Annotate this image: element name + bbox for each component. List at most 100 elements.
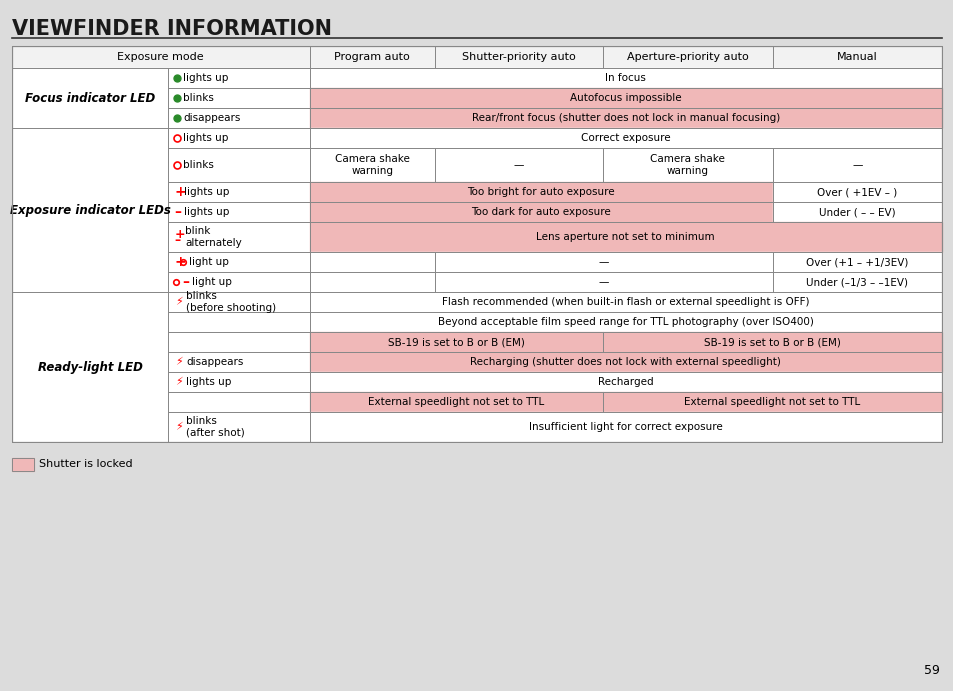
Bar: [310, 372, 941, 392]
Bar: [168, 182, 310, 202]
Text: VIEWFINDER INFORMATION: VIEWFINDER INFORMATION: [12, 19, 332, 39]
Bar: [310, 202, 772, 222]
Text: Flash recommended (when built-in flash or external speedlight is OFF): Flash recommended (when built-in flash o…: [441, 297, 809, 307]
Text: —: —: [513, 160, 523, 170]
Bar: [772, 148, 941, 182]
Bar: [168, 352, 310, 372]
Text: lights up: lights up: [183, 73, 229, 83]
Text: Correct exposure: Correct exposure: [580, 133, 670, 143]
Text: Exposure indicator LEDs: Exposure indicator LEDs: [10, 204, 171, 216]
Bar: [310, 312, 941, 332]
Bar: [168, 252, 310, 272]
Bar: [310, 182, 772, 202]
Bar: [168, 312, 310, 332]
Bar: [310, 88, 941, 108]
Bar: [310, 68, 941, 88]
Bar: [168, 252, 310, 272]
Bar: [435, 272, 772, 292]
Bar: [435, 46, 602, 68]
Bar: [772, 272, 941, 292]
Bar: [168, 292, 310, 312]
Text: Too dark for auto exposure: Too dark for auto exposure: [471, 207, 611, 217]
Bar: [168, 372, 310, 392]
Bar: [602, 46, 772, 68]
Text: +: +: [174, 185, 186, 199]
Bar: [310, 412, 941, 442]
Bar: [168, 272, 310, 292]
Text: SB-19 is set to B or B (EM): SB-19 is set to B or B (EM): [387, 337, 524, 347]
Bar: [310, 332, 602, 352]
Text: —: —: [851, 160, 862, 170]
Bar: [168, 222, 310, 252]
Bar: [310, 352, 941, 372]
Bar: [310, 392, 602, 412]
Text: light up: light up: [189, 257, 229, 267]
Bar: [310, 182, 772, 202]
Text: Shutter is locked: Shutter is locked: [39, 459, 132, 469]
Bar: [12, 46, 941, 442]
Bar: [168, 332, 310, 352]
Bar: [310, 128, 941, 148]
Text: light up: light up: [193, 277, 232, 287]
Bar: [310, 272, 435, 292]
Bar: [435, 272, 772, 292]
Bar: [168, 392, 310, 412]
Bar: [310, 68, 941, 88]
Bar: [168, 88, 310, 108]
Text: +: +: [174, 227, 185, 240]
Text: ⚡: ⚡: [175, 422, 183, 432]
Bar: [168, 412, 310, 442]
Bar: [310, 46, 435, 68]
Bar: [772, 46, 941, 68]
Text: Program auto: Program auto: [335, 52, 410, 62]
Bar: [310, 392, 602, 412]
Bar: [168, 108, 310, 128]
Bar: [12, 457, 34, 471]
Bar: [310, 312, 941, 332]
Bar: [12, 128, 168, 292]
Bar: [168, 272, 310, 292]
Bar: [602, 148, 772, 182]
Bar: [772, 202, 941, 222]
Text: Recharged: Recharged: [598, 377, 653, 387]
Bar: [310, 372, 941, 392]
Text: Rear/front focus (shutter does not lock in manual focusing): Rear/front focus (shutter does not lock …: [471, 113, 780, 123]
Text: 59: 59: [923, 664, 939, 677]
Bar: [435, 252, 772, 272]
Text: —: —: [598, 277, 609, 287]
Bar: [12, 46, 941, 68]
Text: +: +: [174, 255, 186, 269]
Text: Camera shake
warning: Camera shake warning: [650, 154, 724, 176]
Text: External speedlight not set to TTL: External speedlight not set to TTL: [683, 397, 860, 407]
Text: lights up: lights up: [184, 207, 230, 217]
Bar: [168, 68, 310, 88]
Bar: [602, 392, 941, 412]
Bar: [602, 332, 941, 352]
Bar: [435, 252, 772, 272]
Text: ⚡: ⚡: [175, 297, 183, 307]
Text: Under ( – – EV): Under ( – – EV): [819, 207, 895, 217]
Text: lights up: lights up: [186, 377, 232, 387]
Text: Ready-light LED: Ready-light LED: [37, 361, 142, 374]
Text: ⚡: ⚡: [175, 357, 183, 367]
Text: disappears: disappears: [183, 113, 240, 123]
Text: External speedlight not set to TTL: External speedlight not set to TTL: [368, 397, 543, 407]
Bar: [310, 332, 602, 352]
Bar: [435, 148, 602, 182]
Bar: [602, 332, 941, 352]
Text: Under (–1/3 – –1EV): Under (–1/3 – –1EV): [805, 277, 907, 287]
Text: lights up: lights up: [184, 187, 230, 197]
Bar: [168, 148, 310, 182]
Bar: [12, 68, 168, 128]
Bar: [168, 312, 310, 332]
Bar: [772, 182, 941, 202]
Bar: [310, 352, 941, 372]
Bar: [12, 46, 941, 68]
Bar: [602, 392, 941, 412]
Text: Shutter-priority auto: Shutter-priority auto: [461, 52, 575, 62]
Bar: [310, 148, 435, 182]
Text: blink
alternately: blink alternately: [185, 226, 242, 248]
Bar: [168, 412, 310, 442]
Text: –: –: [174, 234, 180, 247]
Bar: [310, 272, 435, 292]
